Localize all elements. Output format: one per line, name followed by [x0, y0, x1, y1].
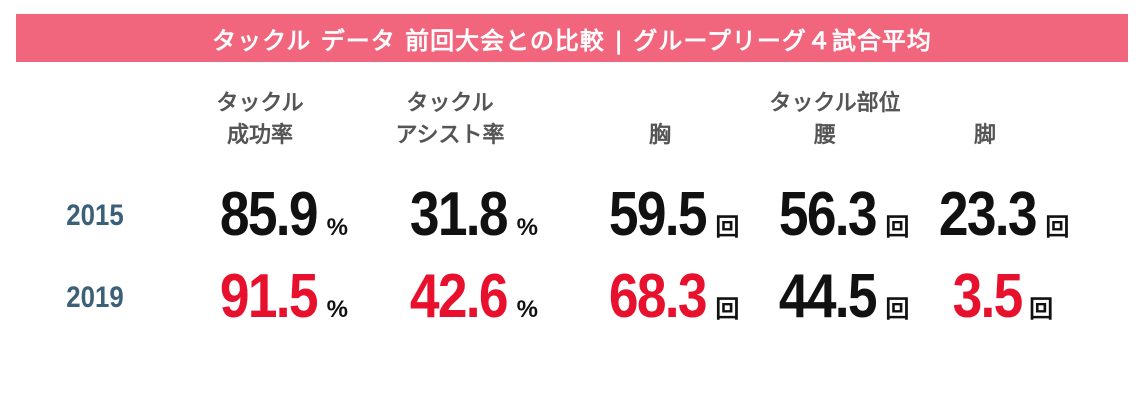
header-success-rate-line2: 成功率	[226, 123, 293, 148]
value-number: 3.5	[952, 262, 1024, 331]
value-number: 59.5	[608, 180, 708, 249]
value-unit: %	[326, 296, 348, 323]
value-unit: 回	[1029, 296, 1054, 323]
header-success-rate-line1: タックル	[216, 91, 304, 116]
value-cell: 31.8%	[370, 180, 570, 265]
page-title: タックル データ 前回大会との比較 | グループリーグ４試合平均	[212, 26, 932, 55]
header-waist: 腰	[813, 123, 836, 148]
row-year-2019: 2019	[66, 281, 124, 314]
value-unit: 回	[885, 296, 910, 323]
value-unit: %	[516, 214, 538, 241]
value-cell: 56.3 回	[750, 180, 930, 265]
value-cell: 59.5 回	[580, 180, 760, 265]
value-unit: 回	[715, 214, 740, 241]
title-banner: タックル データ 前回大会との比較 | グループリーグ４試合平均	[16, 14, 1128, 62]
value-cell: 68.3 回	[580, 262, 760, 347]
value-number: 42.6	[409, 262, 509, 331]
header-legs: 脚	[973, 123, 996, 148]
header-assist-rate-line2: アシスト率	[395, 123, 505, 148]
value-cell: 85.9%	[180, 180, 380, 265]
value-number: 44.5	[778, 262, 878, 331]
value-number: 31.8	[409, 180, 509, 249]
header-assist-rate-line1: タックル	[406, 91, 494, 116]
value-unit: %	[326, 214, 348, 241]
value-number: 68.3	[608, 262, 708, 331]
value-number: 23.3	[938, 180, 1038, 249]
value-number: 91.5	[219, 262, 319, 331]
value-cell: 44.5 回	[750, 262, 930, 347]
value-unit: 回	[1045, 214, 1070, 241]
value-number: 85.9	[219, 180, 319, 249]
row-year-2015: 2015	[66, 199, 124, 232]
value-unit: %	[516, 296, 538, 323]
value-number: 56.3	[778, 180, 878, 249]
header-body-part-group: タックル部位	[769, 91, 901, 116]
value-cell: 42.6%	[370, 262, 570, 347]
value-unit: 回	[885, 214, 910, 241]
value-cell: 91.5%	[180, 262, 380, 347]
value-cell: 3.5 回	[910, 262, 1090, 347]
header-success-rate: タックル 成功率	[190, 88, 330, 152]
header-assist-rate: タックル アシスト率	[375, 88, 525, 152]
value-cell: 23.3 回	[910, 180, 1090, 265]
header-chest: 胸	[648, 123, 671, 148]
value-unit: 回	[715, 296, 740, 323]
